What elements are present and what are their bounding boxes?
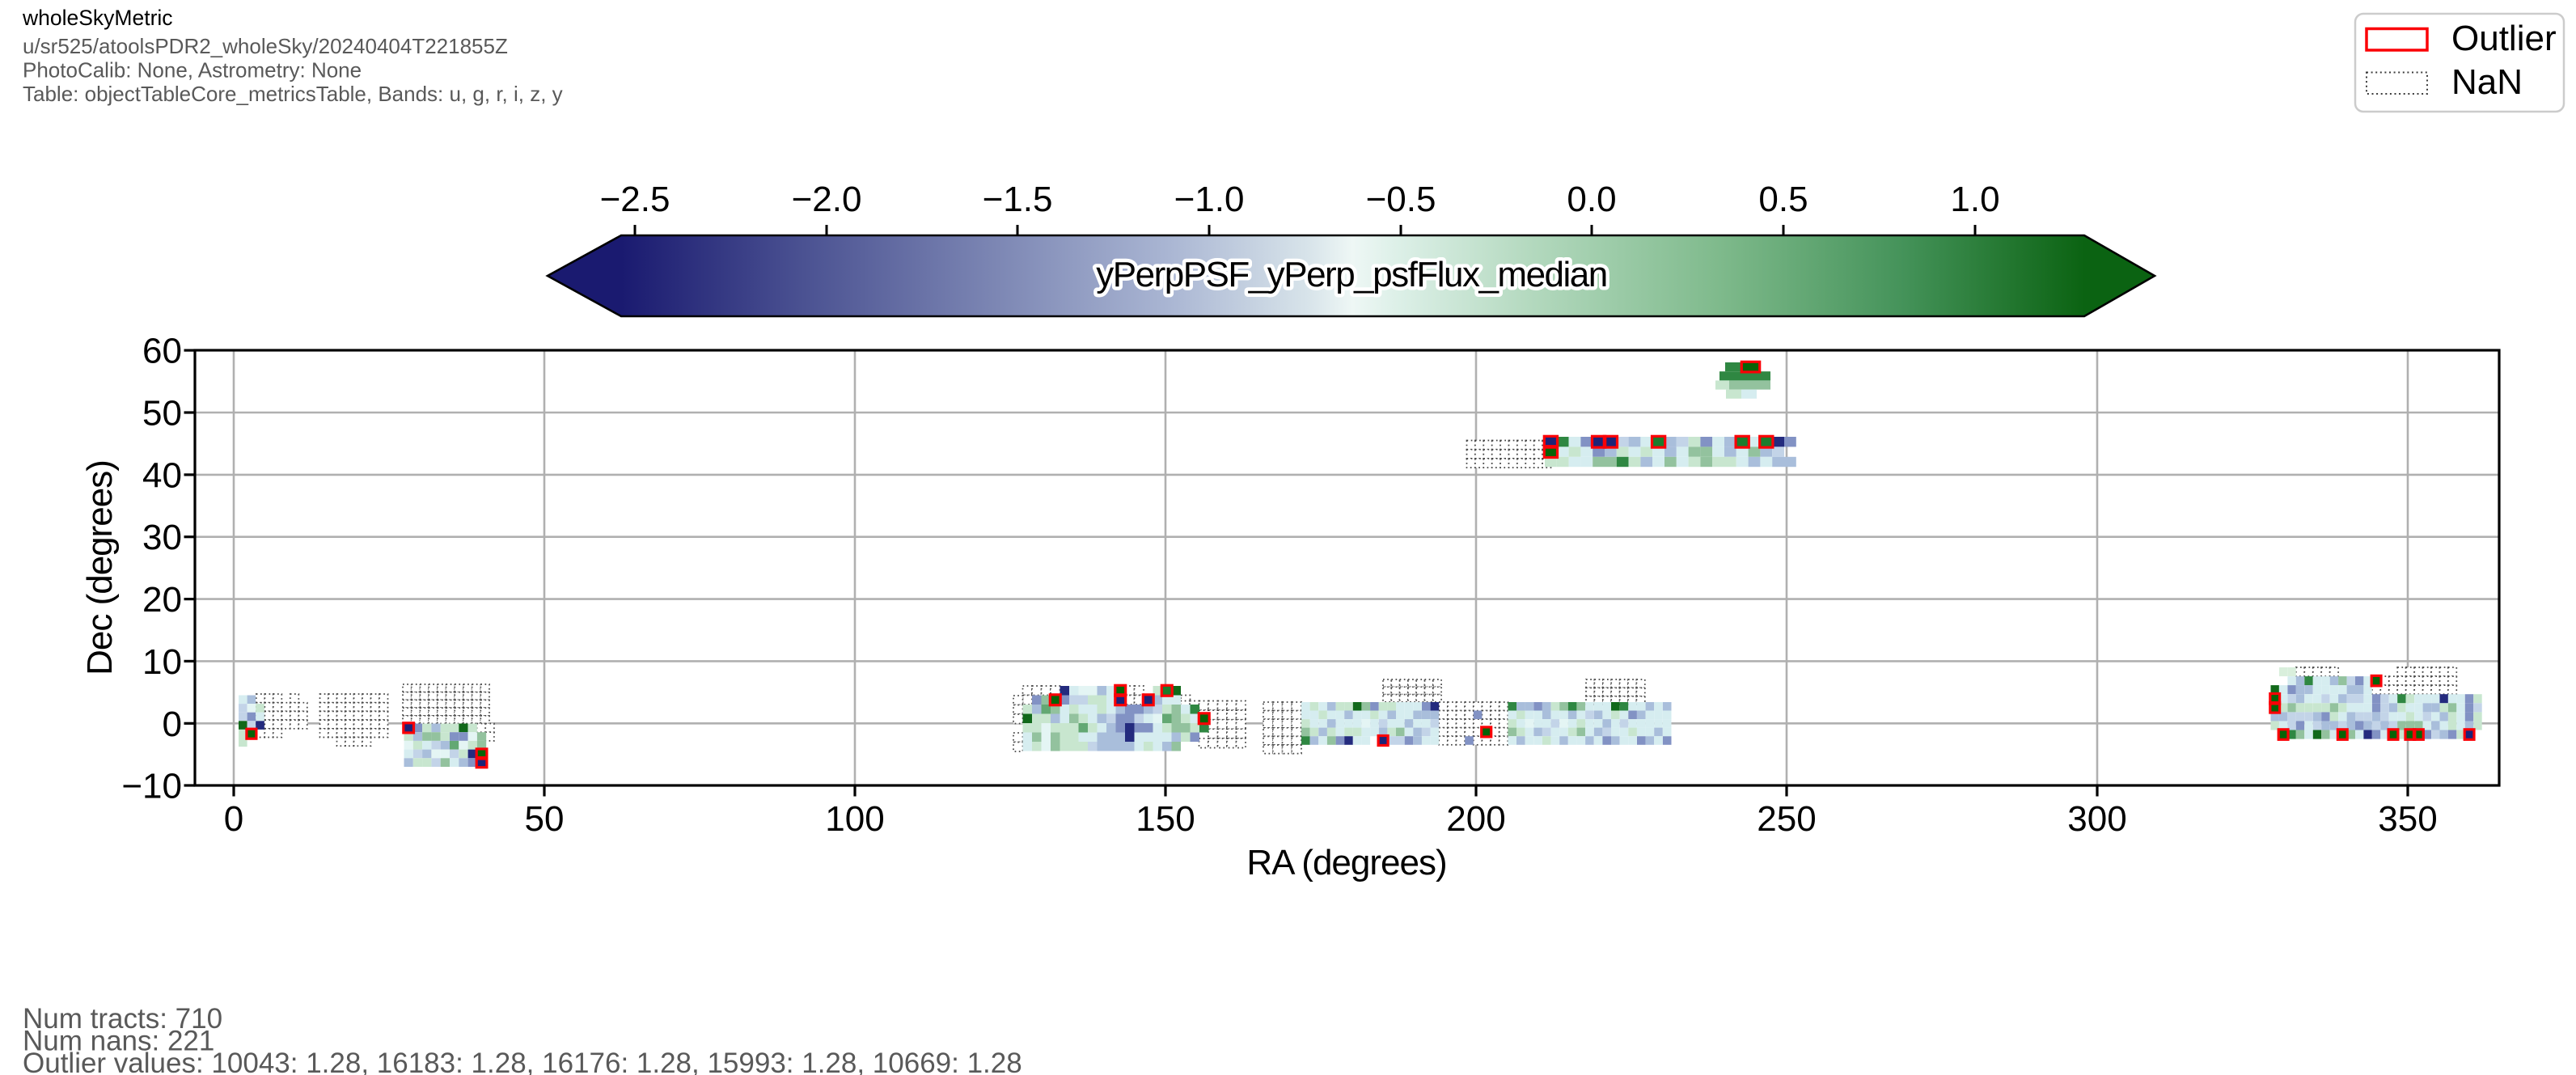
svg-text:0.0: 0.0 bbox=[1567, 180, 1616, 219]
svg-text:40: 40 bbox=[142, 455, 182, 495]
svg-text:20: 20 bbox=[142, 580, 182, 620]
svg-text:Num tracts: 710: Num tracts: 710 bbox=[23, 1003, 222, 1035]
svg-text:60: 60 bbox=[142, 332, 182, 371]
svg-text:0: 0 bbox=[163, 705, 182, 744]
svg-text:wholeSkyMetric: wholeSkyMetric bbox=[22, 6, 173, 30]
svg-text:30: 30 bbox=[142, 518, 182, 557]
svg-text:300: 300 bbox=[2067, 799, 2126, 839]
svg-text:−2.5: −2.5 bbox=[600, 180, 670, 219]
svg-text:0.5: 0.5 bbox=[1758, 180, 1808, 219]
svg-text:10: 10 bbox=[142, 642, 182, 682]
svg-text:−10: −10 bbox=[121, 767, 182, 806]
svg-text:Table: objectTableCore_metrics: Table: objectTableCore_metricsTable, Ban… bbox=[23, 82, 563, 106]
svg-text:Num nans: 221: Num nans: 221 bbox=[23, 1026, 214, 1057]
svg-text:Outlier: Outlier bbox=[2451, 19, 2557, 58]
svg-text:NaN: NaN bbox=[2451, 62, 2523, 102]
svg-text:50: 50 bbox=[142, 394, 182, 434]
svg-text:0: 0 bbox=[224, 799, 243, 839]
svg-text:−2.0: −2.0 bbox=[792, 180, 862, 219]
svg-text:yPerpPSF_yPerp_psfFlux_median: yPerpPSF_yPerp_psfFlux_median bbox=[1096, 255, 1607, 294]
svg-text:−1.0: −1.0 bbox=[1174, 180, 1245, 219]
svg-text:−1.5: −1.5 bbox=[983, 180, 1053, 219]
svg-text:50: 50 bbox=[525, 799, 565, 839]
svg-text:1.0: 1.0 bbox=[1950, 180, 1999, 219]
svg-text:Outlier values: 10043: 1.28, 1: Outlier values: 10043: 1.28, 16183: 1.28… bbox=[23, 1047, 1022, 1075]
svg-text:200: 200 bbox=[1446, 799, 1505, 839]
svg-text:PhotoCalib: None, Astrometry:: PhotoCalib: None, Astrometry: None bbox=[23, 58, 362, 83]
svg-text:350: 350 bbox=[2378, 799, 2437, 839]
svg-text:Dec (degrees): Dec (degrees) bbox=[80, 460, 120, 675]
svg-text:100: 100 bbox=[825, 799, 884, 839]
svg-text:−0.5: −0.5 bbox=[1366, 180, 1436, 219]
svg-text:u/sr525/atoolsPDR2_wholeSky/20: u/sr525/atoolsPDR2_wholeSky/20240404T221… bbox=[23, 34, 508, 58]
svg-text:RA (degrees): RA (degrees) bbox=[1246, 843, 1446, 882]
svg-text:150: 150 bbox=[1136, 799, 1195, 839]
svg-text:250: 250 bbox=[1757, 799, 1816, 839]
